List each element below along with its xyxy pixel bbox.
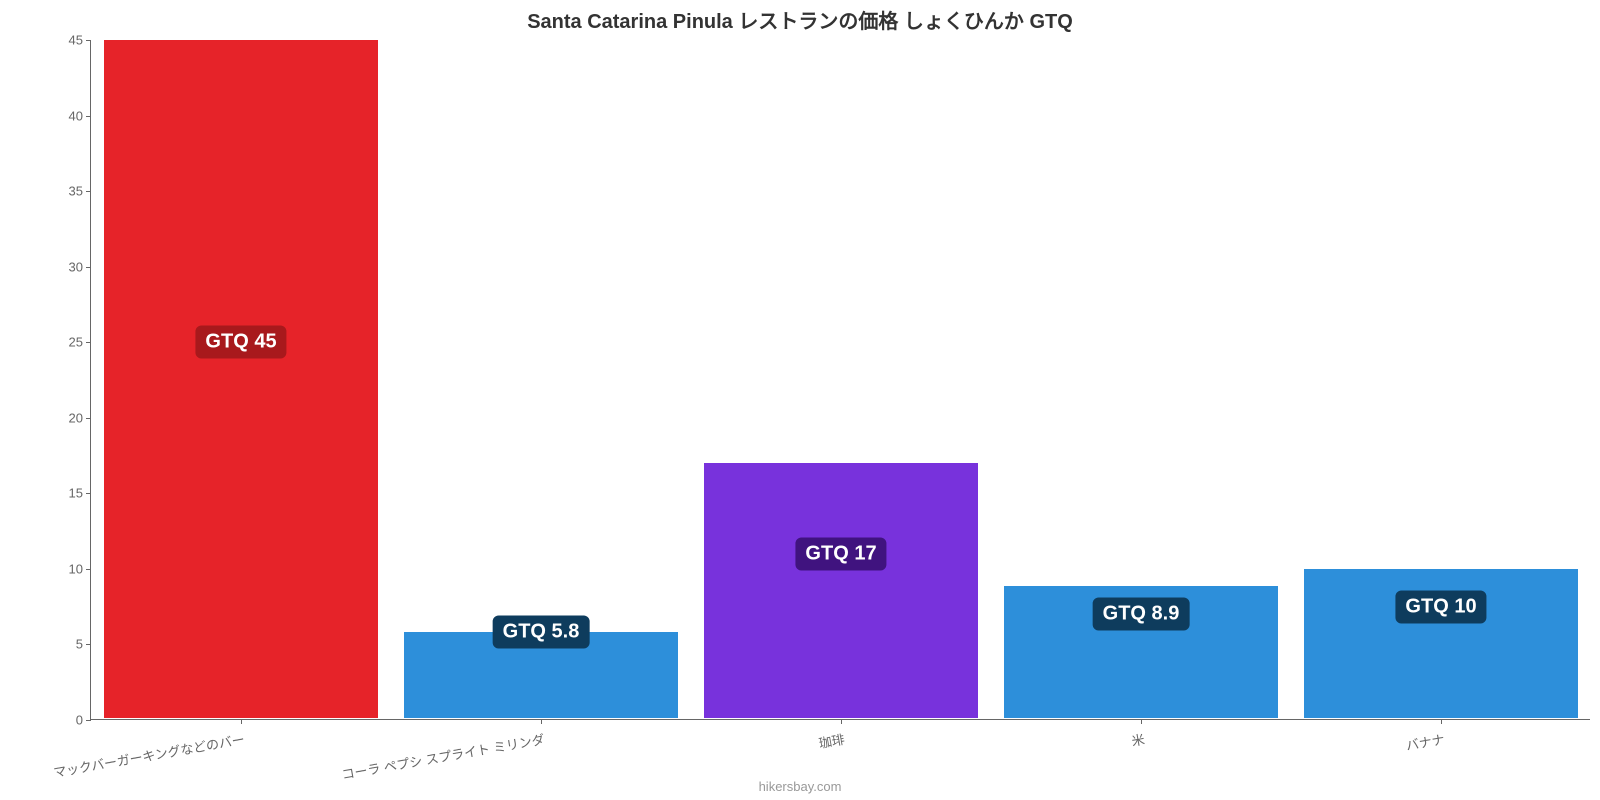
x-tick-label: バナナ xyxy=(1403,719,1446,754)
y-tick-label: 5 xyxy=(76,637,91,652)
y-tick-label: 30 xyxy=(69,259,91,274)
y-tick-label: 25 xyxy=(69,335,91,350)
value-badge: GTQ 5.8 xyxy=(493,616,590,649)
bar xyxy=(103,39,379,719)
y-tick-label: 45 xyxy=(69,33,91,48)
y-tick-label: 35 xyxy=(69,184,91,199)
y-tick-label: 0 xyxy=(76,713,91,728)
value-badge: GTQ 45 xyxy=(195,326,286,359)
plot-area: 051015202530354045マックバーガーキングなどのバーGTQ 45コ… xyxy=(90,40,1590,720)
x-tick-label: マックバーガーキングなどのバー xyxy=(50,719,246,781)
value-badge: GTQ 8.9 xyxy=(1093,598,1190,631)
chart-title: Santa Catarina Pinula レストランの価格 しょくひんか GT… xyxy=(0,5,1600,34)
y-tick-label: 20 xyxy=(69,410,91,425)
y-tick-label: 40 xyxy=(69,108,91,123)
chart-footer: hikersbay.com xyxy=(0,779,1600,794)
price-chart: Santa Catarina Pinula レストランの価格 しょくひんか GT… xyxy=(0,0,1600,800)
y-tick-label: 10 xyxy=(69,561,91,576)
bar xyxy=(703,462,979,719)
y-tick-label: 15 xyxy=(69,486,91,501)
x-tick-label: 珈琲 xyxy=(815,719,846,752)
value-badge: GTQ 17 xyxy=(795,537,886,570)
value-badge: GTQ 10 xyxy=(1395,590,1486,623)
x-tick-label: コーラ ペプシ スプライト ミリンダ xyxy=(338,719,546,783)
x-tick-label: 米 xyxy=(1128,719,1146,750)
